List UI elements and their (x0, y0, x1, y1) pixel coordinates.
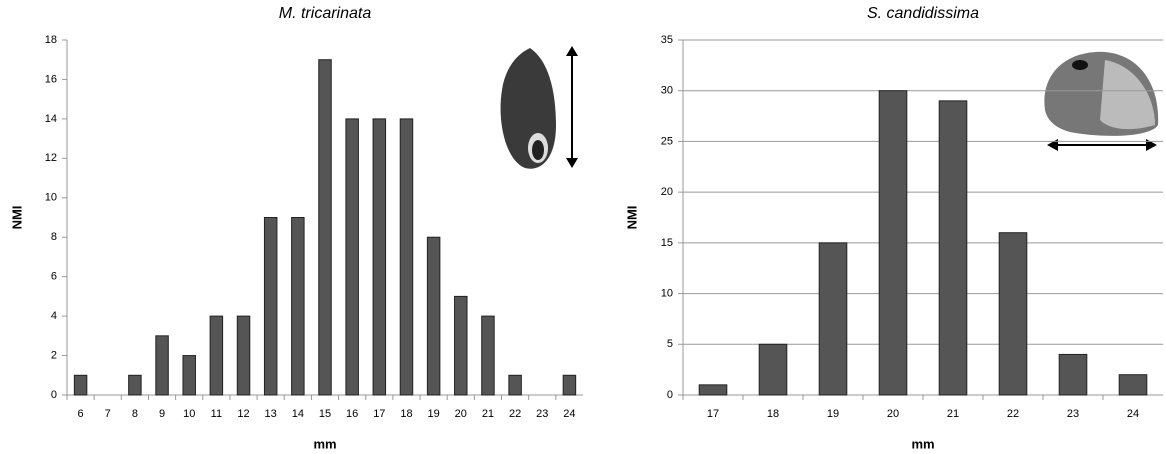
y-tick-label: 2 (51, 349, 57, 361)
bar (319, 60, 331, 395)
y-tick-label: 10 (45, 192, 57, 204)
x-tick-label: 14 (292, 408, 304, 420)
bar (699, 385, 727, 395)
bar (819, 243, 847, 395)
x-tick-label: 24 (563, 408, 575, 420)
x-tick-label: 19 (827, 408, 839, 420)
x-tick-label: 18 (767, 408, 779, 420)
x-tick-label: 21 (947, 408, 959, 420)
bar (264, 218, 276, 396)
y-tick-label: 18 (45, 34, 57, 46)
x-tick-label: 11 (211, 408, 222, 420)
y-tick-label: 15 (661, 237, 673, 249)
shell-illustration (1044, 52, 1158, 151)
y-tick-label: 20 (661, 186, 673, 198)
x-tick-label: 10 (183, 408, 195, 420)
x-tick-label: 19 (428, 408, 440, 420)
chart-title: S. candidissima (867, 5, 979, 22)
y-tick-label: 0 (667, 389, 673, 401)
x-tick-label: 21 (482, 408, 494, 420)
bar (455, 296, 467, 395)
x-tick-label: 17 (707, 408, 719, 420)
bar (482, 316, 494, 395)
bar (129, 375, 141, 395)
bar (210, 316, 222, 395)
x-tick-label: 22 (1007, 408, 1019, 420)
y-axis-label: NMI (624, 206, 639, 230)
y-tick-label: 30 (661, 85, 673, 97)
y-tick-label: 6 (51, 271, 57, 283)
x-tick-label: 8 (132, 408, 138, 420)
y-tick-label: 5 (667, 338, 673, 350)
y-tick-label: 12 (45, 152, 57, 164)
y-tick-label: 35 (661, 34, 673, 46)
x-tick-label: 16 (346, 408, 358, 420)
x-tick-label: 13 (265, 408, 277, 420)
bar (939, 101, 967, 395)
y-tick-label: 4 (51, 310, 57, 322)
bar (1059, 354, 1087, 395)
x-tick-label: 18 (400, 408, 412, 420)
x-tick-label: 23 (536, 408, 548, 420)
bar (999, 233, 1027, 395)
y-tick-label: 16 (45, 73, 57, 85)
bar (1119, 375, 1147, 395)
x-axis-label: mm (911, 436, 934, 451)
bar (183, 356, 195, 395)
bar (292, 218, 304, 396)
bar (759, 344, 787, 395)
x-tick-label: 24 (1127, 408, 1139, 420)
figure: M. tricarinatammNMI024681012141618678910… (0, 0, 1166, 454)
bar (427, 237, 439, 395)
x-tick-label: 9 (159, 408, 165, 420)
bar (879, 91, 907, 395)
x-tick-label: 17 (373, 408, 385, 420)
y-tick-label: 8 (51, 231, 57, 243)
x-axis-label: mm (313, 436, 336, 451)
x-tick-label: 7 (105, 408, 111, 420)
y-tick-label: 14 (45, 113, 57, 125)
bar (156, 336, 168, 395)
x-tick-label: 6 (78, 408, 84, 420)
x-tick-label: 22 (509, 408, 521, 420)
y-tick-label: 0 (51, 389, 57, 401)
chart-title: M. tricarinata (279, 5, 372, 22)
bar (373, 119, 385, 395)
x-tick-label: 20 (455, 408, 467, 420)
bar (509, 375, 521, 395)
bar (400, 119, 412, 395)
x-tick-label: 20 (887, 408, 899, 420)
y-tick-label: 10 (661, 287, 673, 299)
bar (346, 119, 358, 395)
x-tick-label: 23 (1067, 408, 1079, 420)
bar (74, 375, 86, 395)
bar (563, 375, 575, 395)
x-tick-label: 15 (319, 408, 331, 420)
y-axis-label: NMI (9, 206, 24, 230)
x-tick-label: 12 (237, 408, 249, 420)
y-tick-label: 25 (661, 135, 673, 147)
bar (237, 316, 249, 395)
page: M. tricarinatammNMI024681012141618678910… (0, 0, 1166, 454)
shell-illustration (501, 46, 578, 169)
